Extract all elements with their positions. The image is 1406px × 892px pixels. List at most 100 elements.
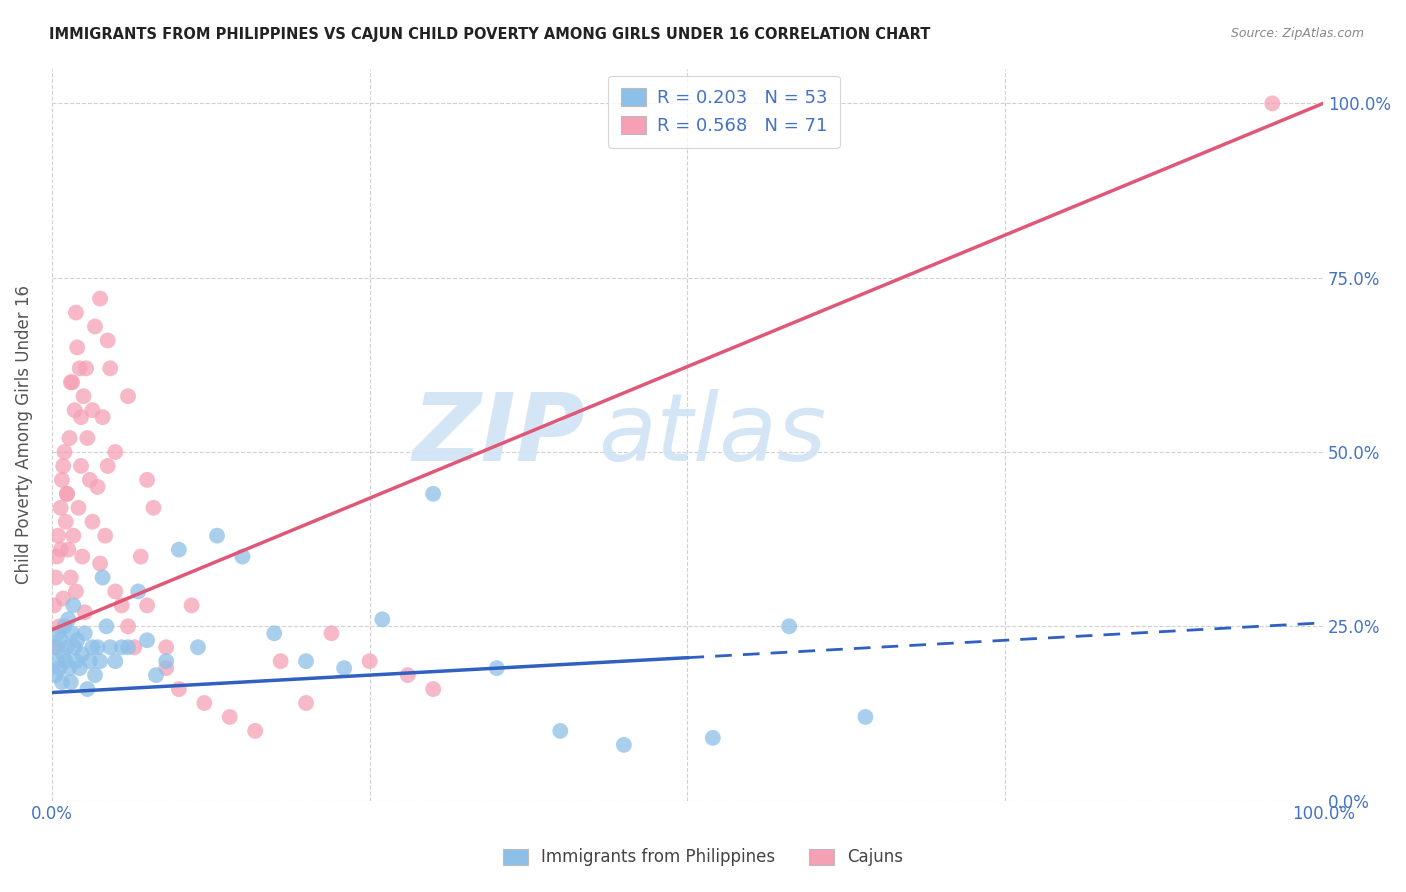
Point	[55, 515, 77, 529]
Point	[91, 570, 114, 584]
Point	[69, 661, 91, 675]
Point	[96, 619, 118, 633]
Point	[111, 640, 134, 655]
Point	[45, 549, 67, 564]
Point	[321, 626, 343, 640]
Point	[59, 675, 82, 690]
Point	[49, 500, 72, 515]
Point	[117, 619, 139, 633]
Point	[82, 515, 104, 529]
Point	[60, 376, 83, 390]
Point	[76, 681, 98, 696]
Point	[117, 389, 139, 403]
Point	[53, 445, 76, 459]
Point	[371, 612, 394, 626]
Point	[72, 647, 94, 661]
Point	[72, 389, 94, 403]
Point	[396, 668, 419, 682]
Point	[124, 640, 146, 655]
Y-axis label: Child Poverty Among Girls Under 16: Child Poverty Among Girls Under 16	[15, 285, 32, 584]
Point	[145, 668, 167, 682]
Point	[97, 334, 120, 348]
Point	[180, 599, 202, 613]
Point	[48, 661, 70, 675]
Point	[613, 738, 636, 752]
Point	[62, 529, 84, 543]
Point	[56, 640, 79, 655]
Point	[66, 633, 89, 648]
Point	[295, 696, 318, 710]
Point	[136, 599, 159, 613]
Point	[270, 654, 292, 668]
Point	[89, 292, 111, 306]
Point	[44, 640, 66, 655]
Point	[550, 723, 572, 738]
Point	[45, 668, 67, 682]
Point	[51, 675, 73, 690]
Point	[73, 606, 96, 620]
Point	[1261, 96, 1284, 111]
Point	[855, 710, 877, 724]
Point	[49, 542, 72, 557]
Point	[59, 570, 82, 584]
Point	[218, 710, 240, 724]
Point	[65, 305, 87, 319]
Point	[58, 612, 80, 626]
Point	[778, 619, 800, 633]
Point	[69, 361, 91, 376]
Point	[44, 599, 66, 613]
Point	[79, 654, 101, 668]
Point	[117, 640, 139, 655]
Point	[72, 549, 94, 564]
Legend: R = 0.203   N = 53, R = 0.568   N = 71: R = 0.203 N = 53, R = 0.568 N = 71	[609, 76, 839, 148]
Point	[46, 626, 69, 640]
Point	[136, 633, 159, 648]
Point	[422, 681, 444, 696]
Point	[94, 529, 117, 543]
Point	[129, 549, 152, 564]
Point	[86, 640, 108, 655]
Point	[155, 654, 177, 668]
Point	[702, 731, 724, 745]
Point	[56, 487, 79, 501]
Point	[48, 619, 70, 633]
Point	[58, 542, 80, 557]
Point	[155, 640, 177, 655]
Point	[58, 431, 80, 445]
Text: atlas: atlas	[599, 389, 827, 480]
Point	[98, 361, 121, 376]
Point	[60, 626, 83, 640]
Point	[89, 557, 111, 571]
Point	[127, 584, 149, 599]
Point	[49, 633, 72, 648]
Point	[66, 340, 89, 354]
Point	[333, 661, 356, 675]
Point	[70, 410, 93, 425]
Point	[52, 647, 75, 661]
Point	[97, 458, 120, 473]
Point	[55, 654, 77, 668]
Point	[422, 487, 444, 501]
Point	[82, 403, 104, 417]
Point	[359, 654, 381, 668]
Point	[56, 487, 79, 501]
Legend: Immigrants from Philippines, Cajuns: Immigrants from Philippines, Cajuns	[495, 840, 911, 875]
Point	[76, 431, 98, 445]
Point	[63, 403, 86, 417]
Point	[59, 376, 82, 390]
Text: ZIP: ZIP	[413, 389, 586, 481]
Point	[52, 591, 75, 606]
Point	[167, 681, 190, 696]
Point	[46, 529, 69, 543]
Point	[91, 410, 114, 425]
Text: IMMIGRANTS FROM PHILIPPINES VS CAJUN CHILD POVERTY AMONG GIRLS UNDER 16 CORRELAT: IMMIGRANTS FROM PHILIPPINES VS CAJUN CHI…	[49, 27, 931, 42]
Point	[70, 458, 93, 473]
Point	[205, 529, 228, 543]
Point	[89, 654, 111, 668]
Point	[104, 654, 127, 668]
Point	[65, 654, 87, 668]
Point	[73, 626, 96, 640]
Point	[62, 599, 84, 613]
Point	[187, 640, 209, 655]
Point	[104, 445, 127, 459]
